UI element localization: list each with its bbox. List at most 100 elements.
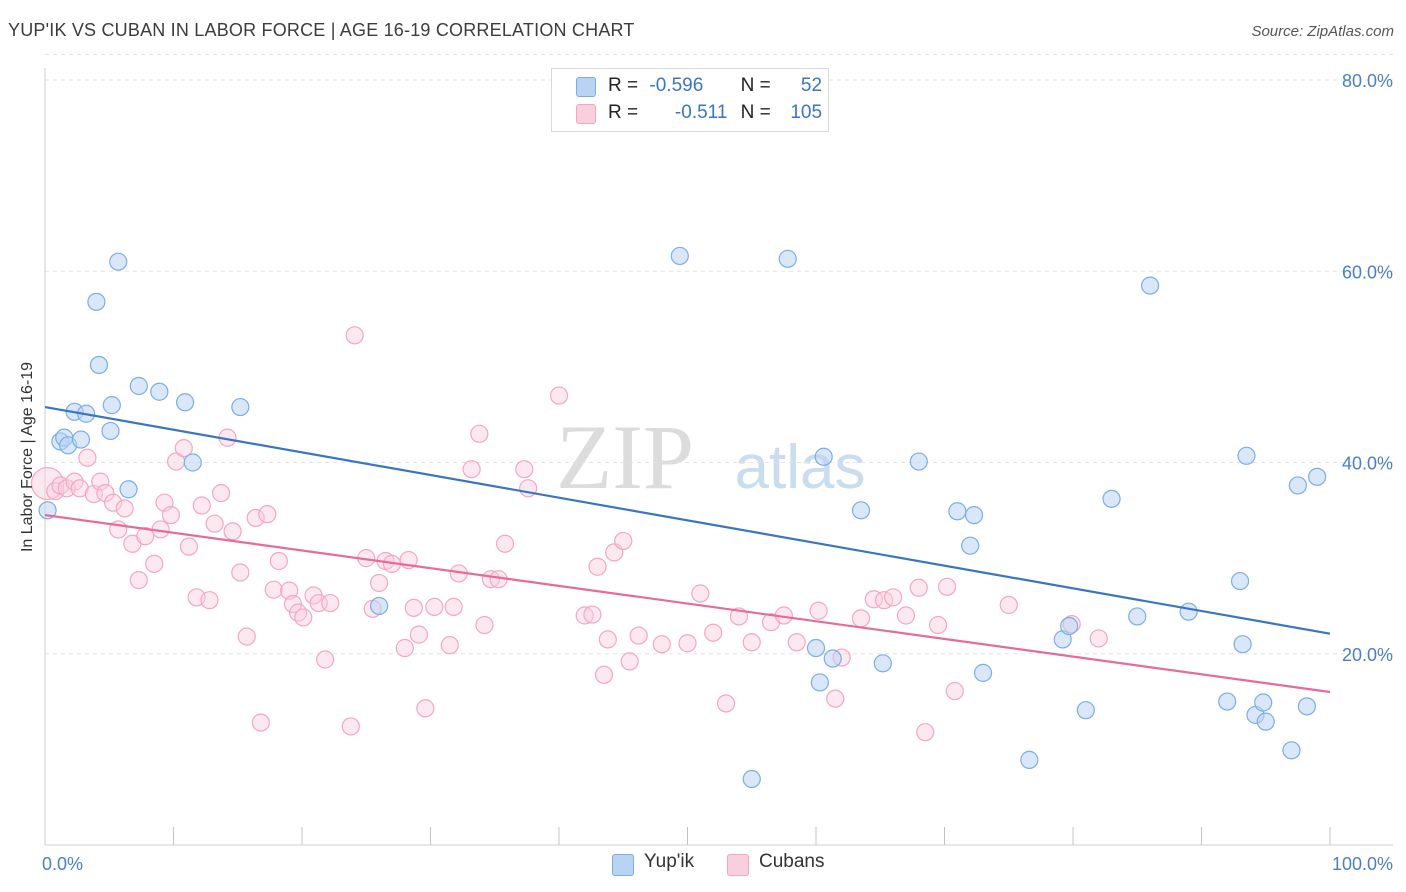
yupik-point: [38, 501, 57, 520]
cubans-legend-label: Cubans: [759, 851, 825, 872]
yupik-point: [1256, 712, 1275, 731]
cubans-point: [200, 591, 219, 610]
cubans-point: [321, 593, 340, 613]
yupik-point: [1102, 489, 1121, 508]
x-tick-label: 0.0%: [42, 854, 83, 874]
cubans-point: [629, 626, 648, 645]
yupik-point: [1128, 607, 1147, 626]
yupik-point: [961, 536, 980, 555]
cubans-point: [280, 581, 299, 600]
cubans-point: [145, 554, 164, 573]
n-label: N =: [740, 75, 771, 96]
cubans-point: [395, 638, 414, 658]
cubans-point: [161, 505, 181, 525]
yupik-point: [1308, 467, 1327, 486]
yupik-point: [87, 292, 106, 311]
y-tick-label: 40.0%: [1342, 454, 1393, 474]
yupik-point: [806, 638, 826, 658]
cubans-point: [883, 588, 903, 607]
yupik-point: [1282, 741, 1301, 760]
cubans-point: [237, 627, 256, 646]
stats-legend: R = -0.596 N = 52 R = -0.511 N = 105: [551, 68, 829, 132]
cubans-point: [462, 460, 481, 479]
cubans-point: [575, 606, 594, 625]
yupik-point: [670, 246, 689, 266]
yupik-point: [1297, 697, 1316, 716]
cubans-point: [588, 557, 607, 576]
yupik-point: [109, 252, 128, 271]
cubans-point: [742, 633, 761, 652]
cubans-point: [826, 689, 845, 708]
yupik-point: [873, 654, 892, 673]
cubans-point: [104, 493, 123, 512]
cubans-point: [999, 595, 1018, 615]
cubans-point: [370, 573, 389, 593]
cubans-point: [620, 652, 639, 671]
yupik-trend-line: [44, 405, 1331, 635]
cubans-point: [294, 608, 313, 627]
y-tick-label: 60.0%: [1342, 262, 1393, 282]
yupik-swatch: [576, 77, 596, 97]
y-tick-label: 20.0%: [1342, 645, 1393, 665]
cubans-point: [704, 623, 723, 642]
yupik-points: [38, 246, 1327, 789]
tick-labels: 20.0% 40.0% 60.0% 80.0% 0.0% 100.0%: [42, 71, 1393, 874]
cubans-point: [515, 460, 534, 479]
yupik-point: [1060, 616, 1079, 636]
yupik-point: [150, 382, 169, 401]
yupik-point: [778, 249, 797, 268]
yupik-point: [973, 663, 993, 682]
yupik-n-value: 52: [800, 75, 823, 96]
y-axis-label: In Labor Force | Age 16-19: [19, 361, 36, 553]
yupik-point: [370, 596, 389, 616]
yupik-point: [1076, 701, 1095, 720]
cubans-point: [440, 636, 459, 655]
yupik-point: [1254, 693, 1273, 712]
cubans-point: [928, 615, 948, 635]
cubans-point: [129, 571, 148, 590]
cubans-point: [787, 633, 806, 652]
chart-title: YUP'IK VS CUBAN IN LABOR FORCE | AGE 16-…: [8, 20, 635, 40]
yupik-point: [851, 501, 871, 520]
source-label: Source: ZipAtlas.com: [1251, 23, 1394, 40]
cubans-point: [223, 522, 242, 541]
cubans-point: [425, 597, 444, 616]
cubans-point: [1089, 629, 1108, 648]
yupik-point: [71, 430, 91, 449]
cubans-point: [251, 713, 270, 732]
cubans-legend-swatch: [727, 854, 749, 876]
cubans-point: [691, 584, 710, 603]
cubans-point: [231, 563, 250, 582]
cubans-n-value: 105: [790, 102, 823, 123]
x-tick-label: 100.0%: [1332, 854, 1393, 874]
cubans-point: [475, 615, 494, 635]
cubans-point: [30, 466, 65, 501]
cubans-point: [258, 505, 277, 524]
cubans-point: [549, 386, 569, 405]
cubans-point: [316, 650, 335, 669]
cubans-point: [896, 606, 916, 625]
cubans-point: [945, 681, 964, 701]
axes: [44, 68, 1393, 846]
yupik-point: [1288, 476, 1307, 495]
cubans-point: [937, 577, 957, 596]
cubans-point: [136, 527, 155, 546]
cubans-point: [909, 578, 928, 597]
cubans-point: [192, 496, 211, 515]
cubans-point: [594, 665, 614, 684]
yupik-point: [823, 649, 842, 668]
r-label: R =: [608, 75, 639, 96]
yupik-point: [810, 673, 829, 692]
cubans-point: [174, 439, 193, 458]
yupik-point: [1230, 571, 1250, 591]
cubans-point: [851, 609, 871, 628]
cubans-point: [345, 326, 364, 345]
yupik-point: [101, 421, 120, 441]
yupik-point: [1233, 635, 1252, 654]
cubans-point: [283, 594, 303, 614]
cubans-point: [246, 508, 265, 528]
yupik-point: [1140, 276, 1160, 295]
cubans-point: [205, 514, 224, 533]
cubans-swatch: [576, 104, 596, 124]
